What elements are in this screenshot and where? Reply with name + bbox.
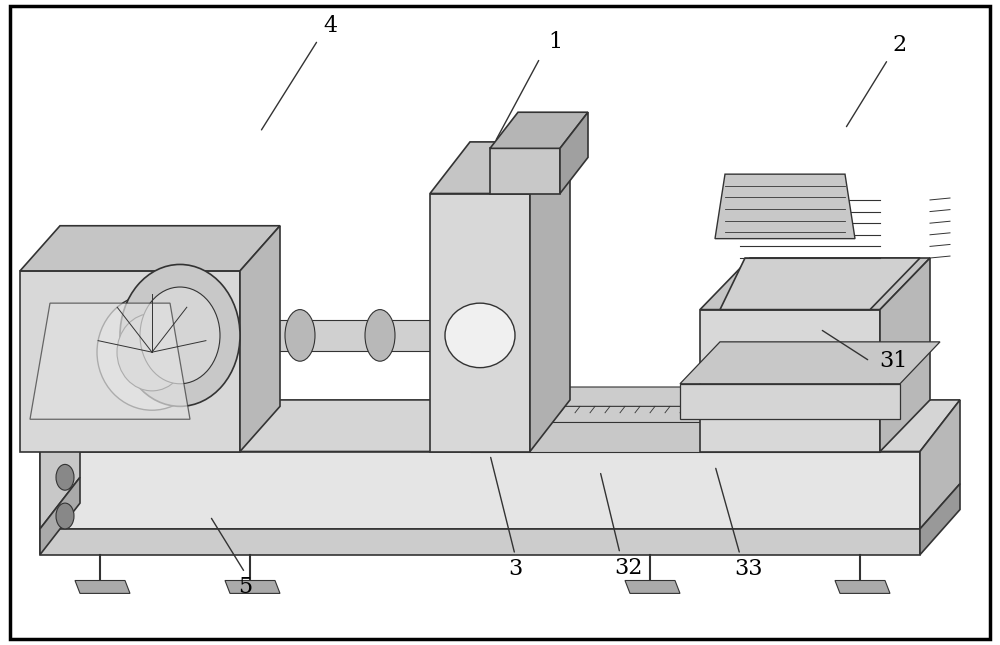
Ellipse shape	[56, 464, 74, 490]
Polygon shape	[680, 342, 940, 384]
Polygon shape	[530, 142, 570, 452]
Text: 3: 3	[508, 558, 522, 580]
Ellipse shape	[205, 310, 235, 361]
Polygon shape	[680, 384, 900, 419]
Text: 4: 4	[323, 15, 337, 37]
Polygon shape	[470, 403, 900, 422]
Polygon shape	[920, 484, 960, 555]
Polygon shape	[490, 148, 560, 193]
Polygon shape	[700, 310, 880, 451]
Polygon shape	[430, 142, 570, 194]
Polygon shape	[30, 303, 190, 419]
Polygon shape	[430, 194, 530, 452]
Ellipse shape	[97, 294, 207, 410]
Text: 5: 5	[238, 576, 252, 598]
Polygon shape	[470, 413, 880, 452]
Ellipse shape	[117, 313, 187, 391]
Polygon shape	[700, 258, 930, 310]
Ellipse shape	[120, 264, 240, 406]
Polygon shape	[625, 580, 680, 593]
Polygon shape	[40, 529, 920, 555]
Polygon shape	[225, 580, 280, 593]
Polygon shape	[880, 368, 920, 452]
Ellipse shape	[56, 503, 74, 529]
Polygon shape	[880, 258, 930, 451]
Polygon shape	[715, 174, 855, 239]
Polygon shape	[835, 580, 890, 593]
Polygon shape	[40, 400, 960, 451]
Polygon shape	[240, 226, 280, 451]
Ellipse shape	[140, 287, 220, 384]
Polygon shape	[720, 258, 920, 310]
Polygon shape	[920, 400, 960, 529]
Text: 31: 31	[879, 350, 907, 372]
Polygon shape	[490, 112, 588, 148]
Polygon shape	[560, 112, 588, 194]
Text: 2: 2	[893, 34, 907, 56]
Ellipse shape	[365, 310, 395, 361]
Text: 32: 32	[614, 557, 642, 579]
Polygon shape	[220, 320, 430, 351]
Text: 1: 1	[548, 31, 562, 53]
Polygon shape	[20, 271, 240, 452]
Polygon shape	[40, 451, 920, 529]
Ellipse shape	[445, 303, 515, 368]
Ellipse shape	[285, 310, 315, 361]
Polygon shape	[470, 387, 900, 406]
Polygon shape	[20, 226, 280, 271]
Polygon shape	[75, 580, 130, 593]
Polygon shape	[40, 477, 80, 555]
Polygon shape	[40, 400, 80, 529]
Text: 33: 33	[734, 558, 762, 580]
